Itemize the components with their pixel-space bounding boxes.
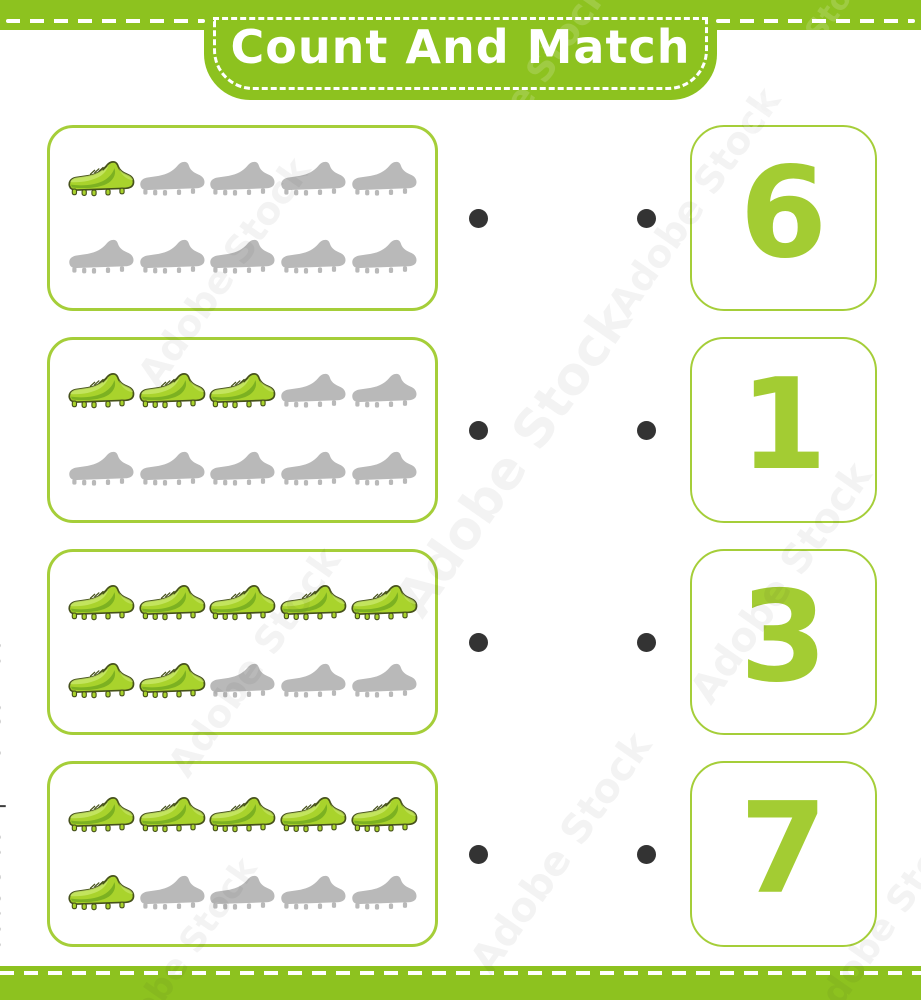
soccer-shoe-colored-icon bbox=[66, 368, 136, 414]
soccer-shoe-colored-icon bbox=[66, 870, 136, 916]
soccer-shoe-silhouette-icon bbox=[349, 156, 419, 202]
connector-dot-left-row-2[interactable] bbox=[468, 420, 488, 440]
soccer-shoe-colored-icon bbox=[137, 658, 207, 704]
soccer-shoe-colored-icon bbox=[66, 658, 136, 704]
number-box-4[interactable]: 7 bbox=[690, 761, 877, 947]
watermark-text: Adobe Stock bbox=[461, 724, 662, 982]
number-box-3[interactable]: 3 bbox=[690, 549, 877, 735]
soccer-shoe-silhouette-icon bbox=[207, 156, 277, 202]
soccer-shoe-silhouette-icon bbox=[137, 156, 207, 202]
header-dashed-line-right bbox=[716, 19, 915, 23]
soccer-shoe-silhouette-icon bbox=[278, 234, 348, 280]
soccer-shoe-colored-icon bbox=[349, 792, 419, 838]
item-box-row-4 bbox=[47, 761, 438, 947]
connector-dot-right-row-3[interactable] bbox=[636, 632, 656, 652]
soccer-shoe-silhouette-icon bbox=[207, 658, 277, 704]
soccer-shoe-silhouette-icon bbox=[66, 446, 136, 492]
number-box-2[interactable]: 1 bbox=[690, 337, 877, 523]
soccer-shoe-silhouette-icon bbox=[349, 870, 419, 916]
item-box-row-3 bbox=[47, 549, 438, 735]
soccer-shoe-silhouette-icon bbox=[278, 870, 348, 916]
number-box-1[interactable]: 6 bbox=[690, 125, 877, 311]
soccer-shoe-colored-icon bbox=[137, 580, 207, 626]
title-banner: Count And Match bbox=[204, 0, 717, 100]
soccer-shoe-colored-icon bbox=[349, 580, 419, 626]
connector-dot-right-row-4[interactable] bbox=[636, 844, 656, 864]
soccer-shoe-colored-icon bbox=[207, 580, 277, 626]
soccer-shoe-silhouette-icon bbox=[349, 658, 419, 704]
connector-dot-left-row-4[interactable] bbox=[468, 844, 488, 864]
header-dashed-line-left bbox=[6, 19, 205, 23]
soccer-shoe-silhouette-icon bbox=[137, 446, 207, 492]
page-title: Count And Match bbox=[230, 20, 691, 74]
item-box-row-1 bbox=[47, 125, 438, 311]
soccer-shoe-silhouette-icon bbox=[207, 234, 277, 280]
soccer-shoe-silhouette-icon bbox=[278, 156, 348, 202]
soccer-shoe-silhouette-icon bbox=[349, 446, 419, 492]
match-number: 1 bbox=[739, 351, 828, 498]
soccer-shoe-silhouette-icon bbox=[207, 870, 277, 916]
footer-dashed-line bbox=[0, 971, 921, 975]
soccer-shoe-colored-icon bbox=[278, 580, 348, 626]
watermark-credit: Adobe Stock | #492891106 bbox=[0, 637, 6, 967]
soccer-shoe-silhouette-icon bbox=[137, 870, 207, 916]
soccer-shoe-colored-icon bbox=[66, 792, 136, 838]
soccer-shoe-colored-icon bbox=[137, 368, 207, 414]
soccer-shoe-silhouette-icon bbox=[137, 234, 207, 280]
connector-dot-right-row-1[interactable] bbox=[636, 208, 656, 228]
soccer-shoe-colored-icon bbox=[207, 368, 277, 414]
soccer-shoe-colored-icon bbox=[137, 792, 207, 838]
soccer-shoe-silhouette-icon bbox=[349, 368, 419, 414]
connector-dot-right-row-2[interactable] bbox=[636, 420, 656, 440]
match-number: 3 bbox=[739, 563, 828, 710]
item-box-row-2 bbox=[47, 337, 438, 523]
soccer-shoe-silhouette-icon bbox=[66, 234, 136, 280]
soccer-shoe-silhouette-icon bbox=[207, 446, 277, 492]
soccer-shoe-colored-icon bbox=[66, 156, 136, 202]
soccer-shoe-colored-icon bbox=[278, 792, 348, 838]
soccer-shoe-silhouette-icon bbox=[278, 658, 348, 704]
soccer-shoe-colored-icon bbox=[66, 580, 136, 626]
soccer-shoe-silhouette-icon bbox=[278, 446, 348, 492]
soccer-shoe-silhouette-icon bbox=[278, 368, 348, 414]
connector-dot-left-row-3[interactable] bbox=[468, 632, 488, 652]
match-number: 6 bbox=[739, 139, 828, 286]
match-number: 7 bbox=[739, 775, 828, 922]
soccer-shoe-silhouette-icon bbox=[349, 234, 419, 280]
connector-dot-left-row-1[interactable] bbox=[468, 208, 488, 228]
soccer-shoe-colored-icon bbox=[207, 792, 277, 838]
